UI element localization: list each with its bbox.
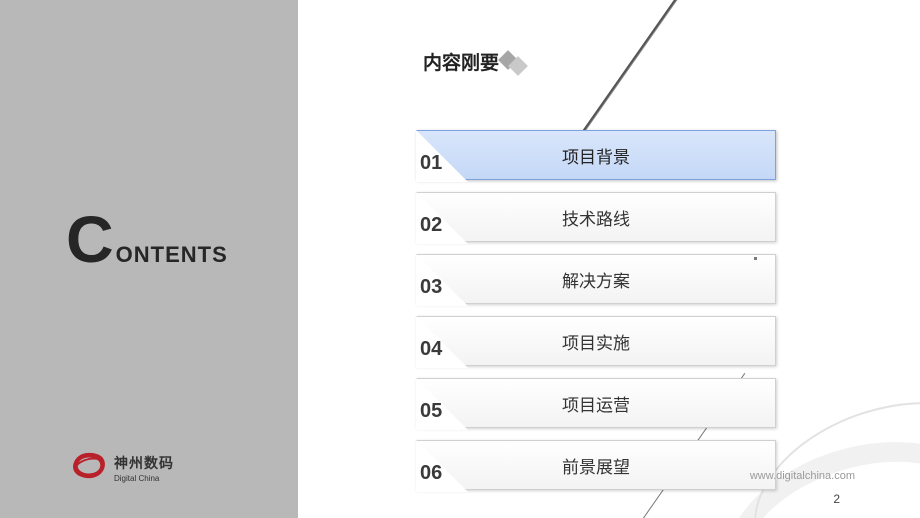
logo-icon	[70, 450, 108, 485]
toc-label: 项目背景	[417, 131, 775, 179]
diamond-icon	[501, 51, 531, 73]
logo-text: 神州数码 Digital China	[114, 453, 174, 483]
toc-list: 01项目背景 02技术路线 03解决方案 04项目实施 05项目运营 06前景展望	[416, 130, 776, 502]
sidebar: C ONTENTS 神州数码 Digital China	[0, 0, 298, 518]
toc-row[interactable]: 05项目运营	[416, 378, 776, 428]
decoration-line-top	[574, 0, 725, 144]
toc-label: 项目运营	[417, 379, 775, 427]
section-heading: 内容刚要	[423, 48, 531, 75]
page-number: 2	[833, 492, 840, 506]
toc-label: 技术路线	[417, 193, 775, 241]
main: 内容刚要 01项目背景 02技术路线 03解决方案 04项目实施 05项目运营 06前景展…	[298, 0, 920, 518]
toc-row[interactable]: 02技术路线	[416, 192, 776, 242]
contents-title: C ONTENTS	[66, 206, 228, 272]
toc-row[interactable]: 06前景展望	[416, 440, 776, 490]
toc-row[interactable]: 01项目背景	[416, 130, 776, 180]
toc-label: 解决方案	[417, 255, 775, 303]
toc-label: 前景展望	[417, 441, 775, 489]
logo-en: Digital China	[114, 474, 174, 483]
logo-cn: 神州数码	[114, 453, 174, 473]
contents-big-c: C	[66, 206, 114, 272]
decoration-dot	[754, 257, 757, 260]
logo: 神州数码 Digital China	[70, 450, 174, 485]
contents-rest: ONTENTS	[116, 242, 228, 268]
toc-row[interactable]: 03解决方案	[416, 254, 776, 304]
section-heading-text: 内容刚要	[423, 48, 499, 75]
toc-label: 项目实施	[417, 317, 775, 365]
toc-row[interactable]: 04项目实施	[416, 316, 776, 366]
footer-url: www.digitalchina.com	[750, 470, 855, 482]
